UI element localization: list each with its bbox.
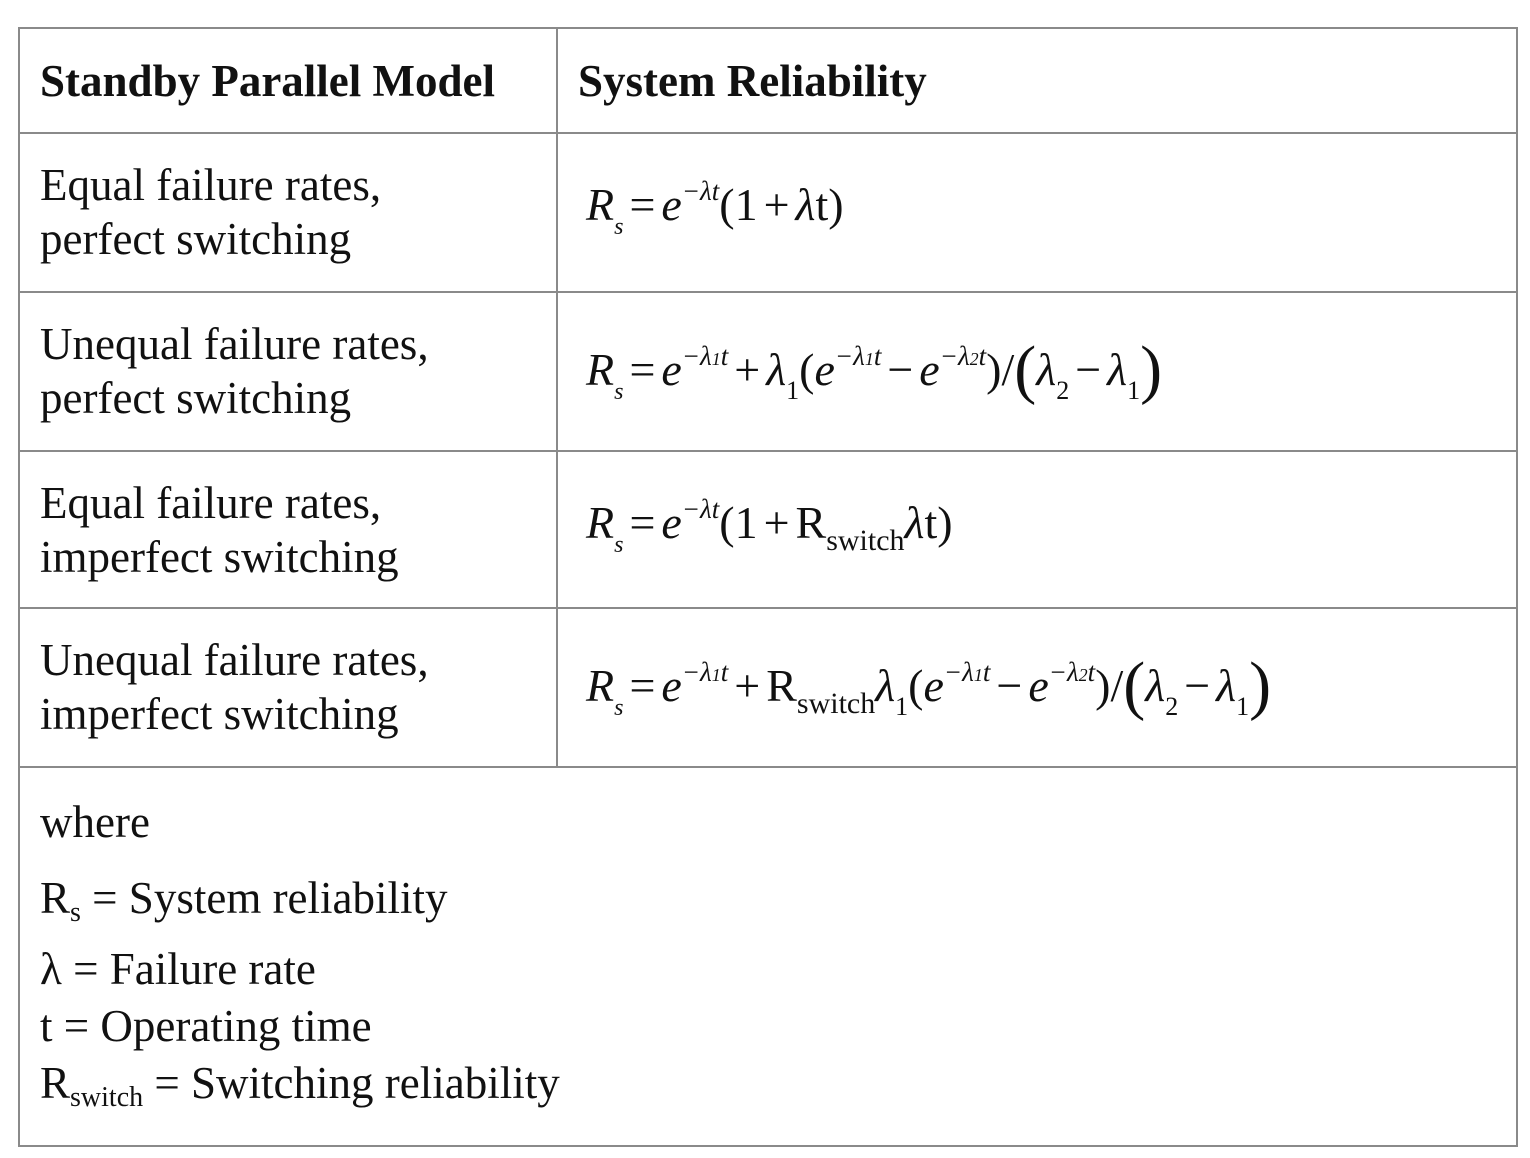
- model-description: Equal failure rates, perfect switching: [40, 158, 381, 266]
- model-cell: Equal failure rates, imperfect switching: [20, 452, 558, 607]
- formula-cell: Rs = e−λ1t + λ1(e−λ1t − e−λ2t)/(λ2− λ1): [558, 293, 1516, 450]
- column-header-reliability: System Reliability: [578, 56, 927, 106]
- model-cell: Unequal failure rates, imperfect switchi…: [20, 609, 558, 766]
- header-cell-reliability: System Reliability: [558, 29, 1516, 132]
- formula-equal-perfect: Rs = e−λt(1 + λt): [586, 176, 844, 240]
- legend: where Rs = System reliability λ = Failur…: [40, 796, 560, 1126]
- table-header-row: Standby Parallel Model System Reliabilit…: [20, 29, 1516, 134]
- model-description: Equal failure rates, imperfect switching: [40, 476, 399, 584]
- table-row: Equal failure rates, perfect switching R…: [20, 134, 1516, 293]
- model-line: perfect switching: [40, 214, 352, 264]
- table-row: Equal failure rates, imperfect switching…: [20, 452, 1516, 609]
- legend-where: where: [40, 797, 150, 847]
- model-description: Unequal failure rates, perfect switching: [40, 317, 429, 425]
- formula-cell: Rs = e−λt(1 + Rswitchλt): [558, 452, 1516, 607]
- model-line: Unequal failure rates,: [40, 635, 429, 685]
- legend-row: where Rs = System reliability λ = Failur…: [20, 768, 1516, 1145]
- model-line: perfect switching: [40, 373, 352, 423]
- legend-item: λ = Failure rate: [40, 944, 316, 994]
- legend-item: Rs = System reliability: [40, 873, 448, 928]
- model-line: Equal failure rates,: [40, 478, 382, 528]
- column-header-model: Standby Parallel Model: [40, 56, 496, 106]
- table-row: Unequal failure rates, imperfect switchi…: [20, 609, 1516, 768]
- model-cell: Unequal failure rates, perfect switching: [20, 293, 558, 450]
- formula-cell: Rs = e−λ1t + Rswitchλ1(e−λ1t − e−λ2t)/(λ2− λ1): [558, 609, 1516, 766]
- model-line: Equal failure rates,: [40, 160, 382, 210]
- formula-cell: Rs = e−λt(1 + λt): [558, 134, 1516, 291]
- formula-unequal-imperfect: Rs = e−λ1t + Rswitchλ1(e−λ1t − e−λ2t)/(λ2− λ1): [586, 649, 1272, 722]
- legend-item: Rswitch = Switching reliability: [40, 1058, 560, 1113]
- formula-unequal-perfect: Rs = e−λ1t + λ1(e−λ1t − e−λ2t)/(λ2− λ1): [586, 333, 1163, 406]
- reliability-table: Standby Parallel Model System Reliabilit…: [18, 27, 1518, 1147]
- header-cell-model: Standby Parallel Model: [20, 29, 558, 132]
- model-description: Unequal failure rates, imperfect switchi…: [40, 633, 429, 741]
- model-line: Unequal failure rates,: [40, 319, 429, 369]
- model-line: imperfect switching: [40, 532, 399, 582]
- model-line: imperfect switching: [40, 689, 399, 739]
- table-row: Unequal failure rates, perfect switching…: [20, 293, 1516, 452]
- legend-item: t = Operating time: [40, 1001, 372, 1051]
- model-cell: Equal failure rates, perfect switching: [20, 134, 558, 291]
- formula-equal-imperfect: Rs = e−λt(1 + Rswitchλt): [586, 494, 953, 558]
